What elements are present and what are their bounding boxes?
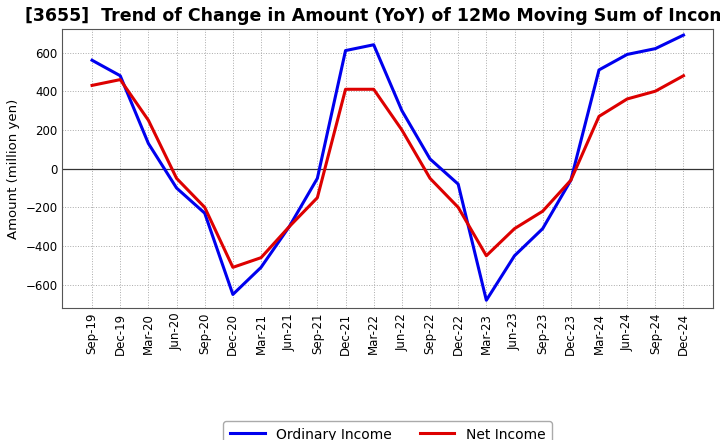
Y-axis label: Amount (million yen): Amount (million yen) (7, 99, 20, 239)
Net Income (679, 73, 688, 78)
Net Income (482, 253, 490, 258)
Legend: Ordinary Income, Net Income: Ordinary Income, Net Income (223, 421, 552, 440)
Net Income (172, 176, 181, 181)
Net Income (88, 83, 96, 88)
Ordinary Income (510, 253, 519, 258)
Ordinary Income (623, 52, 631, 57)
Ordinary Income (397, 108, 406, 113)
Line: Net Income: Net Income (92, 76, 683, 268)
Line: Ordinary Income: Ordinary Income (92, 35, 683, 300)
Ordinary Income (144, 141, 153, 146)
Ordinary Income (228, 292, 237, 297)
Ordinary Income (454, 181, 462, 187)
Net Income (567, 178, 575, 183)
Net Income (285, 224, 294, 229)
Net Income (313, 195, 322, 200)
Ordinary Income (257, 265, 266, 270)
Title: [3655]  Trend of Change in Amount (YoY) of 12Mo Moving Sum of Incomes: [3655] Trend of Change in Amount (YoY) o… (25, 7, 720, 25)
Ordinary Income (172, 185, 181, 191)
Net Income (341, 87, 350, 92)
Ordinary Income (426, 156, 434, 161)
Net Income (369, 87, 378, 92)
Net Income (623, 96, 631, 102)
Net Income (651, 88, 660, 94)
Net Income (200, 205, 209, 210)
Ordinary Income (567, 178, 575, 183)
Ordinary Income (313, 176, 322, 181)
Net Income (257, 255, 266, 260)
Net Income (539, 209, 547, 214)
Ordinary Income (369, 42, 378, 48)
Ordinary Income (595, 67, 603, 73)
Net Income (397, 127, 406, 132)
Net Income (510, 226, 519, 231)
Net Income (454, 205, 462, 210)
Net Income (144, 117, 153, 123)
Ordinary Income (482, 297, 490, 303)
Net Income (228, 265, 237, 270)
Ordinary Income (88, 58, 96, 63)
Net Income (116, 77, 125, 82)
Ordinary Income (285, 224, 294, 229)
Ordinary Income (651, 46, 660, 51)
Ordinary Income (200, 210, 209, 216)
Ordinary Income (116, 73, 125, 78)
Ordinary Income (679, 33, 688, 38)
Net Income (595, 114, 603, 119)
Ordinary Income (539, 226, 547, 231)
Net Income (426, 176, 434, 181)
Ordinary Income (341, 48, 350, 53)
